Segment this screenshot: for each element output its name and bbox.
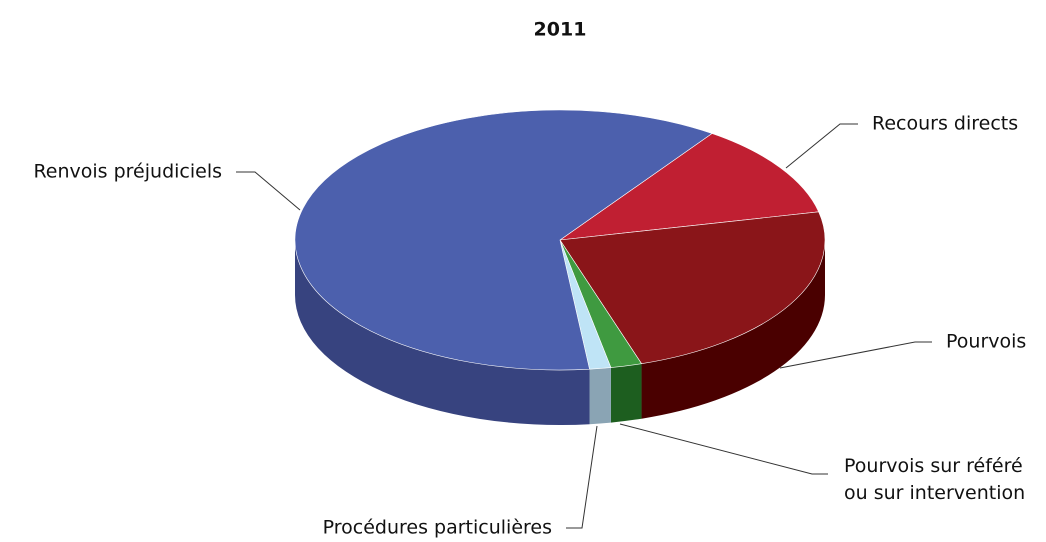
chart-title: 2011 [534, 19, 587, 41]
slice-side [295, 240, 590, 425]
slice [294, 109, 713, 371]
slice-label: Pourvois sur référé ou sur intervention [844, 455, 1029, 504]
slice-label: Pourvois [946, 331, 1026, 353]
leader-line [619, 423, 828, 475]
slice-label: Renvois préjudiciels [33, 161, 222, 183]
slice-label: Procédures particulières [323, 517, 552, 539]
slice [559, 133, 820, 241]
pie [294, 109, 826, 425]
slice-side [641, 240, 826, 419]
slice-side [610, 363, 642, 423]
slice [559, 211, 826, 365]
label-part: ou sur intervention [844, 482, 1025, 504]
slice-label: Recours directs [872, 113, 1018, 135]
leader-line [566, 425, 598, 529]
leader-line [236, 171, 301, 211]
leader-line [785, 123, 858, 169]
slice-side [589, 367, 611, 425]
leader-line [779, 341, 932, 369]
label-part: Pourvois sur référé [844, 455, 1029, 477]
